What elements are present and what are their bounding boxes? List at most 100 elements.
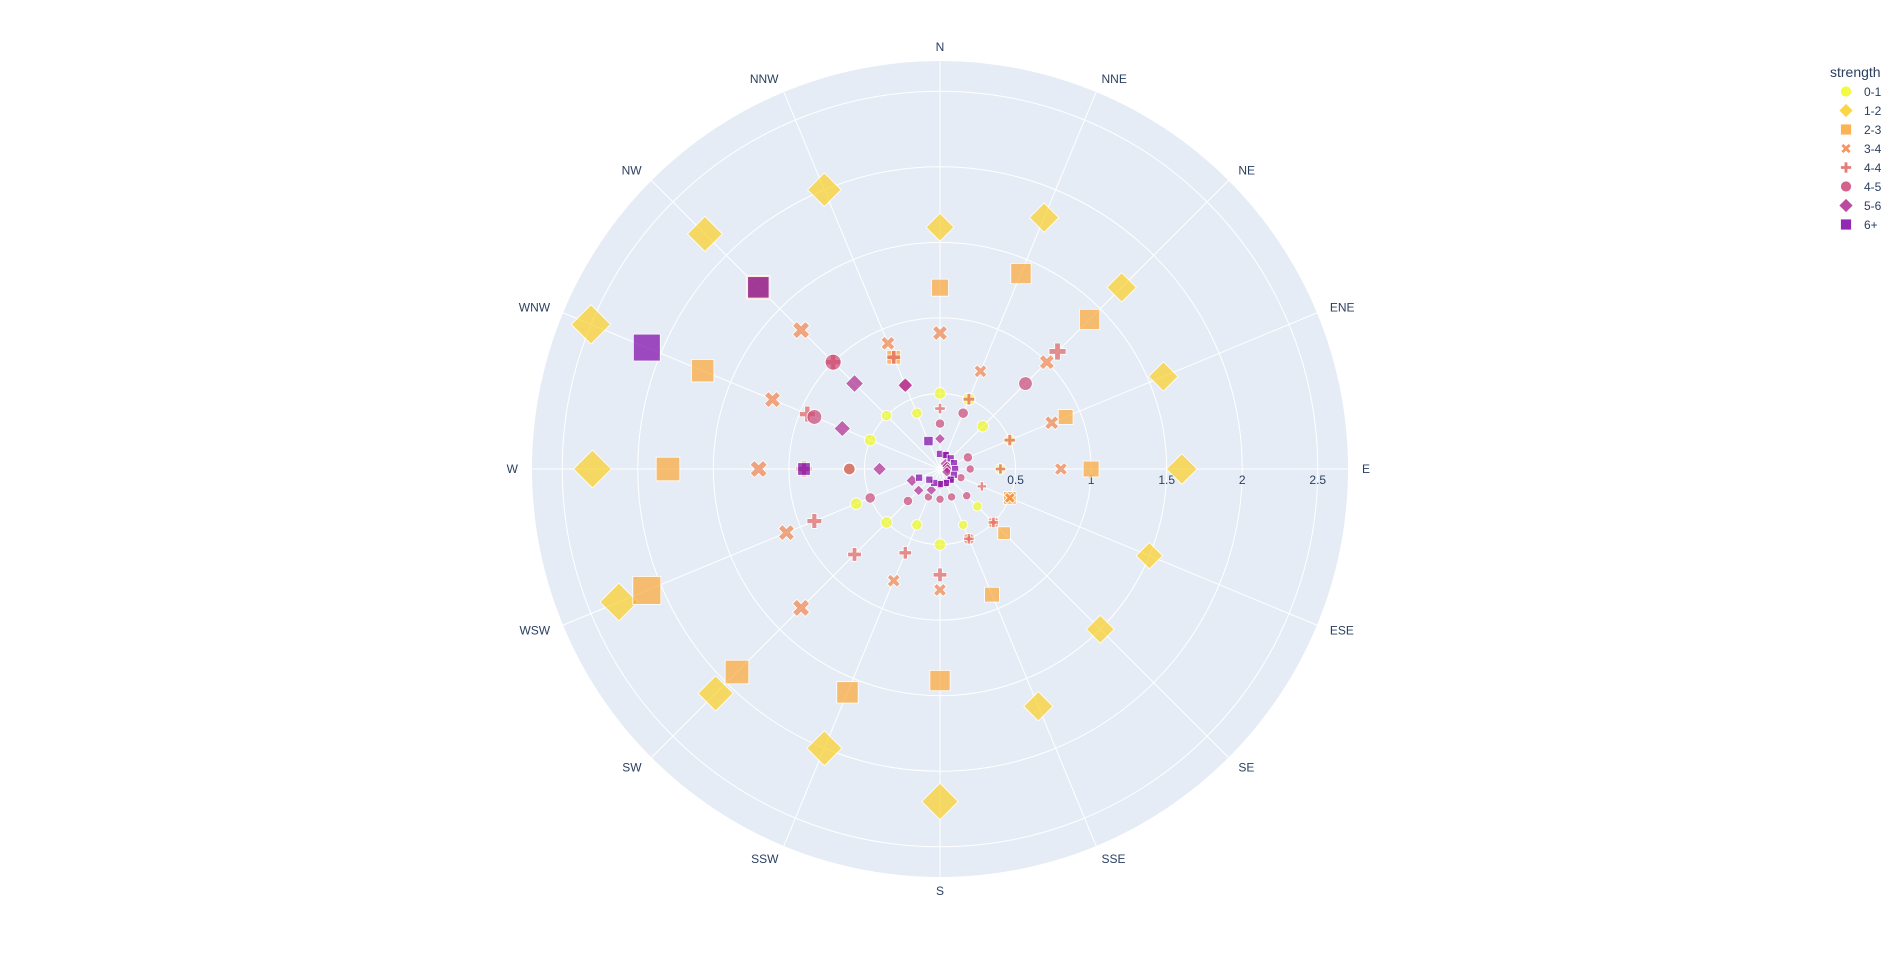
angular-tick-label: ENE bbox=[1330, 301, 1355, 315]
angular-tick-label: ESE bbox=[1330, 623, 1354, 637]
legend-item-5-6[interactable]: 5-6 bbox=[1826, 196, 1904, 215]
data-point bbox=[843, 462, 856, 476]
legend-marker bbox=[1840, 142, 1852, 155]
data-point bbox=[833, 419, 852, 438]
data-point bbox=[1053, 461, 1068, 477]
angular-gridline bbox=[783, 91, 941, 470]
legend-marker bbox=[1840, 180, 1852, 193]
data-point bbox=[806, 513, 823, 529]
angular-gridline bbox=[939, 312, 1318, 470]
data-point bbox=[570, 304, 612, 345]
angular-tick-label: SE bbox=[1238, 760, 1254, 774]
data-point bbox=[933, 538, 947, 551]
angular-gridline bbox=[939, 468, 1097, 847]
data-point bbox=[880, 516, 893, 529]
data-point bbox=[987, 516, 1000, 529]
data-point bbox=[923, 436, 934, 447]
data-point bbox=[691, 359, 715, 383]
angular-tick-label: WSW bbox=[519, 623, 550, 637]
legend-label: 0-1 bbox=[1864, 84, 1882, 99]
data-point bbox=[749, 459, 768, 479]
legend-items: 0-1 1-2 2-3 3-4 4-4 4-5 5-6 6+ bbox=[1826, 82, 1904, 234]
angular-gridline bbox=[562, 312, 941, 470]
legend-item-2-3[interactable]: 2-3 bbox=[1826, 120, 1904, 139]
angular-tick-label: NNE bbox=[1101, 72, 1126, 86]
data-point bbox=[1057, 409, 1074, 425]
data-point bbox=[1165, 453, 1198, 485]
radial-tick-label: 1.5 bbox=[1158, 473, 1175, 487]
data-point bbox=[845, 374, 864, 393]
data-point bbox=[935, 494, 945, 504]
legend-title: strength bbox=[1830, 64, 1881, 80]
data-point bbox=[864, 492, 876, 504]
data-point bbox=[763, 391, 782, 409]
radial-axis-labels: 0.5 1 1.5 2 2.5 bbox=[1007, 473, 1326, 487]
series-4-5 bbox=[806, 353, 1033, 507]
data-point bbox=[897, 377, 914, 394]
angular-tick-label: SW bbox=[622, 760, 642, 774]
angular-tick-label: SSE bbox=[1101, 852, 1125, 866]
angular-gridline bbox=[783, 468, 941, 847]
data-point bbox=[1028, 202, 1060, 233]
square-icon bbox=[1840, 218, 1852, 231]
cross-icon bbox=[1840, 161, 1852, 174]
data-point bbox=[572, 449, 612, 489]
legend-item-3-4[interactable]: 3-4 bbox=[1826, 139, 1904, 158]
data-point bbox=[915, 473, 924, 482]
data-point bbox=[898, 546, 913, 560]
data-point bbox=[965, 464, 975, 474]
data-point bbox=[925, 212, 955, 242]
legend-label: 3-4 bbox=[1864, 141, 1882, 156]
data-point bbox=[1135, 541, 1164, 570]
data-point bbox=[880, 409, 893, 422]
data-point bbox=[791, 320, 811, 340]
data-markers bbox=[570, 172, 1198, 821]
data-point bbox=[632, 576, 662, 605]
data-point bbox=[872, 461, 887, 477]
diamond-icon bbox=[1838, 197, 1854, 214]
data-point bbox=[997, 526, 1011, 540]
angular-tick-label: WNW bbox=[519, 301, 551, 315]
legend-label: 2-3 bbox=[1864, 122, 1882, 137]
data-point bbox=[911, 519, 923, 531]
legend-marker bbox=[1840, 218, 1852, 231]
legend-item-4-4[interactable]: 4-4 bbox=[1826, 158, 1904, 177]
circle-icon bbox=[1840, 85, 1852, 98]
data-point bbox=[747, 276, 770, 299]
angular-gridline bbox=[939, 468, 1229, 758]
legend-label: 1-2 bbox=[1864, 103, 1882, 118]
angular-tick-label: NW bbox=[622, 164, 643, 178]
data-point bbox=[934, 432, 946, 445]
series-3-4 bbox=[749, 320, 1068, 618]
data-point bbox=[958, 519, 969, 530]
data-point bbox=[1023, 691, 1054, 722]
angular-tick-label: N bbox=[936, 40, 945, 54]
data-point bbox=[686, 215, 723, 252]
series-1-2 bbox=[570, 172, 1198, 821]
angular-tick-label: NNW bbox=[750, 72, 779, 86]
legend-item-4-5[interactable]: 4-5 bbox=[1826, 177, 1904, 196]
series-6+ bbox=[632, 276, 960, 489]
angular-tick-label: S bbox=[936, 884, 944, 898]
legend-item-0-1[interactable]: 0-1 bbox=[1826, 82, 1904, 101]
series-2-3 bbox=[632, 262, 1101, 704]
data-point bbox=[934, 418, 946, 429]
angular-axis-labels: N NNE NE ENE E ESE SE SSE S SSW SW WSW W WNW NW NNW bbox=[507, 40, 1370, 898]
data-point bbox=[912, 484, 925, 497]
legend-item-6+[interactable]: 6+ bbox=[1826, 215, 1904, 234]
legend-label: 5-6 bbox=[1864, 198, 1882, 213]
data-point bbox=[864, 433, 877, 447]
data-point bbox=[1082, 460, 1100, 478]
data-point bbox=[934, 402, 946, 415]
data-point bbox=[1106, 272, 1137, 303]
data-point bbox=[824, 353, 842, 371]
data-point bbox=[797, 462, 811, 476]
polar-grid bbox=[532, 61, 1348, 877]
data-point bbox=[806, 730, 843, 767]
data-point bbox=[697, 675, 734, 712]
radial-tick-label: 2.5 bbox=[1309, 473, 1326, 487]
data-point bbox=[1038, 354, 1055, 371]
angular-tick-label: NE bbox=[1238, 164, 1255, 178]
legend-item-1-2[interactable]: 1-2 bbox=[1826, 101, 1904, 120]
data-point bbox=[1018, 376, 1033, 391]
